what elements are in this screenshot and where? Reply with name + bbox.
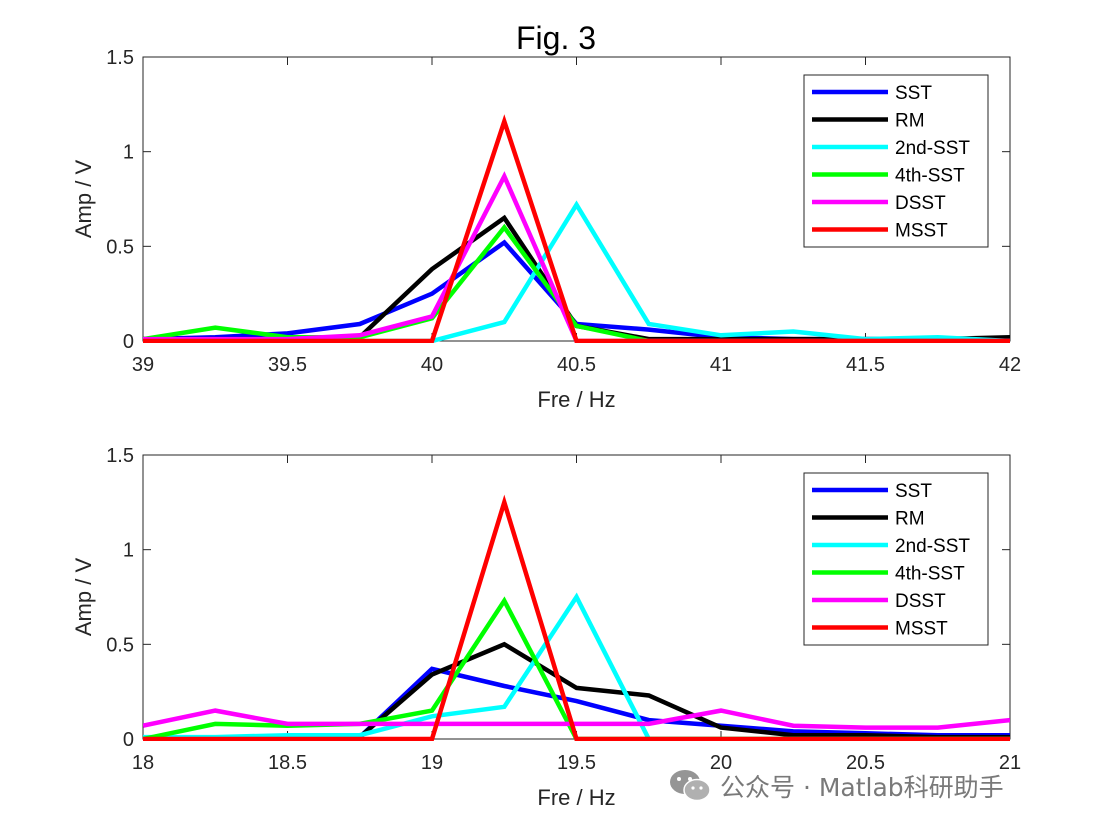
legend-label-dsst: DSST — [895, 193, 946, 214]
legend-label-msst: MSST — [895, 619, 948, 640]
y-tick-label: 1.5 — [106, 47, 134, 69]
x-tick-label: 42 — [999, 354, 1021, 376]
y-tick-label: 1.5 — [106, 445, 134, 467]
y-tick-label: 0.5 — [106, 236, 134, 258]
series-line-msst — [143, 114, 1010, 343]
x-tick-label: 19 — [421, 752, 443, 774]
legend-label-2nd-sst: 2nd-SST — [895, 138, 970, 159]
x-tick-label: 40.5 — [557, 354, 596, 376]
x-axis-label: Fre / Hz — [537, 387, 615, 412]
x-tick-label: 18.5 — [268, 752, 307, 774]
series-line-msst — [143, 494, 1010, 741]
legend-label-dsst: DSST — [895, 591, 946, 612]
x-tick-label: 20 — [710, 752, 732, 774]
wechat-icon — [670, 770, 711, 802]
x-tick-label: 40 — [421, 354, 443, 376]
x-tick-label: 41 — [710, 354, 732, 376]
series-line-dsst — [143, 708, 1010, 730]
y-tick-label: 0.5 — [106, 634, 134, 656]
x-tick-label: 39.5 — [268, 354, 307, 376]
y-tick-label: 1 — [123, 142, 134, 164]
x-tick-label: 20.5 — [846, 752, 885, 774]
x-tick-label: 41.5 — [846, 354, 885, 376]
legend-label-4th-sst: 4th-SST — [895, 166, 965, 187]
watermark: 公众号 · Matlab科研助手 — [668, 768, 1004, 804]
x-tick-label: 21 — [999, 752, 1021, 774]
y-axis-label: Amp / V — [71, 558, 96, 637]
y-tick-label: 0 — [123, 729, 134, 751]
y-tick-label: 0 — [123, 331, 134, 353]
legend-box — [803, 472, 989, 646]
legend-label-4th-sst: 4th-SST — [895, 564, 965, 585]
legend-label-sst: SST — [895, 83, 932, 104]
y-axis-label: Amp / V — [71, 160, 96, 239]
x-axis-label: Fre / Hz — [537, 785, 615, 810]
x-tick-label: 39 — [132, 354, 154, 376]
subplot-bottom: 18 18.5 19 19.5 20 20.5 21 0 0.5 1 1.5 Fre / Hz Amp … — [71, 445, 1021, 810]
legend-label-msst: MSST — [895, 221, 948, 242]
legend-label-2nd-sst: 2nd-SST — [895, 536, 970, 557]
x-tick-label: 18 — [132, 752, 154, 774]
subplot-top: 39 39.5 40 40.5 41 41.5 42 0 0.5 1 1.5 Fre / Hz Amp … — [71, 47, 1021, 412]
figure-title: Fig. 3 — [516, 20, 596, 56]
x-tick-label: 19.5 — [557, 752, 596, 774]
legend-box — [803, 74, 989, 248]
legend-label-sst: SST — [895, 481, 932, 502]
y-tick-label: 1 — [123, 540, 134, 562]
legend-label-rm: RM — [895, 111, 925, 132]
legend-label-rm: RM — [895, 509, 925, 530]
watermark-text: 公众号 · Matlab科研助手 — [720, 773, 1004, 802]
